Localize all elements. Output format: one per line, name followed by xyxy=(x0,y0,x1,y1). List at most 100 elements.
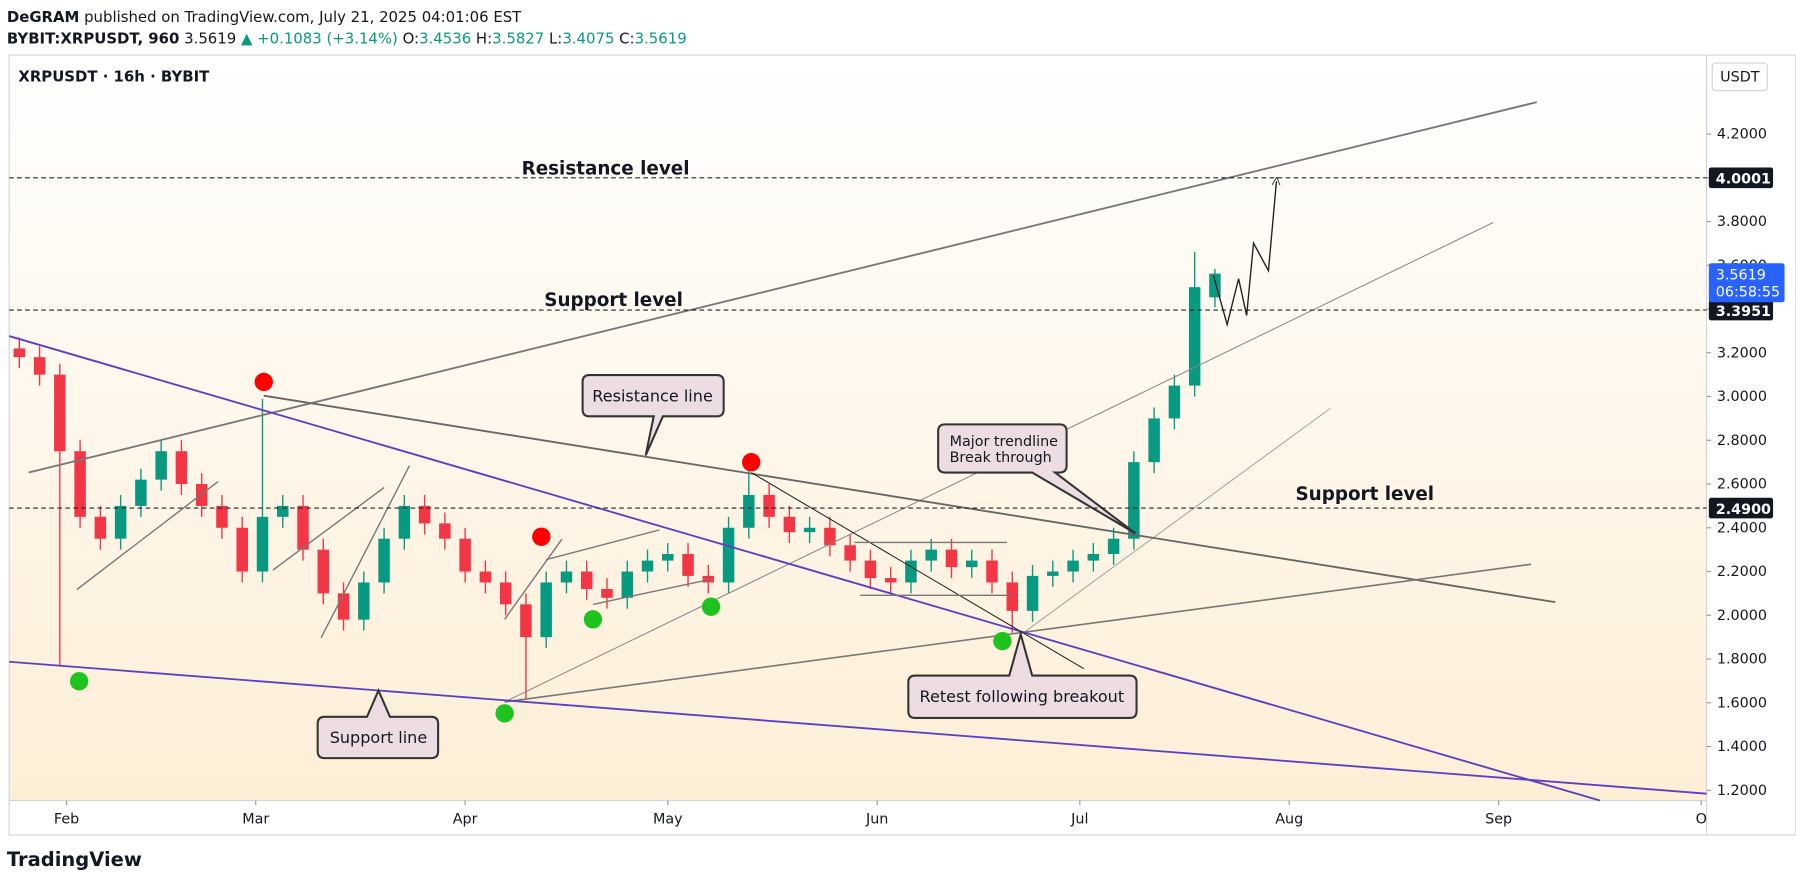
symbol: BYBIT:XRPUSDT, 960 xyxy=(7,30,180,48)
candle-body xyxy=(54,374,66,452)
y-tick-label: 3.0000 xyxy=(1717,389,1767,405)
candle-body xyxy=(499,582,512,605)
candle-body xyxy=(398,505,411,539)
candle-body xyxy=(256,516,269,572)
level-text: Support level xyxy=(544,290,683,311)
y-tick-label: 1.6000 xyxy=(1717,695,1767,711)
candle-body xyxy=(74,451,86,517)
y-tick-label: 3.2000 xyxy=(1717,345,1767,361)
pivots xyxy=(69,372,1012,723)
candle-body xyxy=(317,549,330,594)
flag xyxy=(504,538,563,620)
candle-body xyxy=(621,571,633,598)
callout-box xyxy=(907,630,1138,720)
candle-body xyxy=(418,505,431,524)
pivot-low xyxy=(495,704,514,723)
flag xyxy=(545,529,660,561)
candle-body xyxy=(1026,575,1039,611)
x-tick-label: Feb xyxy=(54,811,79,827)
candle-body xyxy=(763,494,775,517)
callouts xyxy=(316,374,1138,760)
candle-body xyxy=(1087,554,1100,561)
candle-body xyxy=(824,527,836,546)
l: 3.4075 xyxy=(562,30,614,48)
callout-text: Retest following breakout xyxy=(920,687,1125,706)
resistance-line xyxy=(263,394,1556,604)
pivot-high xyxy=(742,453,761,472)
time-axis xyxy=(8,799,1708,836)
last: 3.5619 xyxy=(184,30,236,48)
candle-body xyxy=(1107,538,1120,555)
level-label: 4.0001 xyxy=(1716,172,1771,188)
published: published on TradingView.com, July 21, 2… xyxy=(84,8,522,26)
last-price-tag xyxy=(1708,263,1785,303)
candle-body xyxy=(1067,560,1079,572)
candle-body xyxy=(1209,273,1221,298)
x-tick-label: Apr xyxy=(453,811,478,827)
c: 3.5619 xyxy=(635,30,687,48)
x-tick-label: Aug xyxy=(1275,811,1303,827)
candle-body xyxy=(722,527,735,583)
callout-text: Resistance line xyxy=(592,386,713,405)
candle-body xyxy=(580,571,593,590)
pivot-high xyxy=(532,527,551,546)
projection xyxy=(1212,181,1276,328)
chart-title: XRPUSDT · 16h · BYBIT xyxy=(18,67,210,85)
currency-box xyxy=(1711,62,1768,92)
brand: TradingView xyxy=(7,848,142,871)
support-trend xyxy=(504,563,1532,703)
callout-box xyxy=(937,423,1137,535)
y-tick-label: 1.2000 xyxy=(1717,783,1767,799)
y-tick-label: 2.2000 xyxy=(1717,564,1767,580)
y-tick-label: 2.8000 xyxy=(1717,433,1767,449)
change: ▲ +0.1083 (+3.14%) xyxy=(241,30,398,48)
y-tick-label: 2.6000 xyxy=(1717,477,1767,493)
x-tick-label: Mar xyxy=(242,811,269,827)
candle-body xyxy=(743,494,755,528)
c-label: C: xyxy=(619,30,634,48)
flag xyxy=(592,578,712,606)
axes: 1.2000 1.4000 1.6000 1.8000 2.0000 2.2000 2.40… xyxy=(9,127,1785,827)
candle-body xyxy=(114,505,127,539)
candle-body xyxy=(905,560,917,583)
candle-body xyxy=(155,451,167,480)
pivot-low xyxy=(701,597,721,616)
h-label: H: xyxy=(476,30,492,48)
publisher-line: DeGRAM published on TradingView.com, Jul… xyxy=(7,8,522,26)
candle-body xyxy=(641,560,654,572)
candle-body xyxy=(925,549,937,561)
pivot-low xyxy=(993,631,1012,651)
candle-body xyxy=(439,523,451,539)
last-price: 3.5619 xyxy=(1716,267,1766,283)
quote-line: BYBIT:XRPUSDT, 960 3.5619 ▲ +0.1083 (+3.… xyxy=(7,30,687,48)
x-tick-label: Jun xyxy=(865,811,888,827)
y-tick-label: 1.4000 xyxy=(1717,739,1767,755)
candle-body xyxy=(966,560,978,568)
candle-body xyxy=(520,604,532,638)
flag xyxy=(320,465,411,639)
candle-body xyxy=(277,505,289,517)
candle-body xyxy=(337,593,350,620)
candle-body xyxy=(884,578,897,583)
callout-text: Break through xyxy=(950,450,1052,466)
y-tick-label: 3.8000 xyxy=(1717,214,1767,230)
candle-body xyxy=(378,538,390,583)
candle-body xyxy=(560,571,573,583)
candle-body xyxy=(1047,571,1059,576)
candle-body xyxy=(803,527,816,533)
h: 3.5827 xyxy=(492,30,544,48)
candle-body xyxy=(1128,462,1140,539)
level-tag xyxy=(1708,497,1774,519)
x-tick-label: Jul xyxy=(1070,811,1088,827)
candle-body xyxy=(540,582,552,638)
wedge-bottom xyxy=(9,660,1707,795)
candle-body xyxy=(1168,385,1181,419)
candle-body xyxy=(844,545,856,561)
trend-thin xyxy=(1022,407,1331,634)
x-tick-label: Sep xyxy=(1485,811,1512,827)
channel-top xyxy=(28,101,1538,474)
callout-box xyxy=(316,687,440,760)
candle-body xyxy=(13,348,26,358)
x-tick-label: May xyxy=(653,811,683,827)
candle-body xyxy=(783,516,796,533)
